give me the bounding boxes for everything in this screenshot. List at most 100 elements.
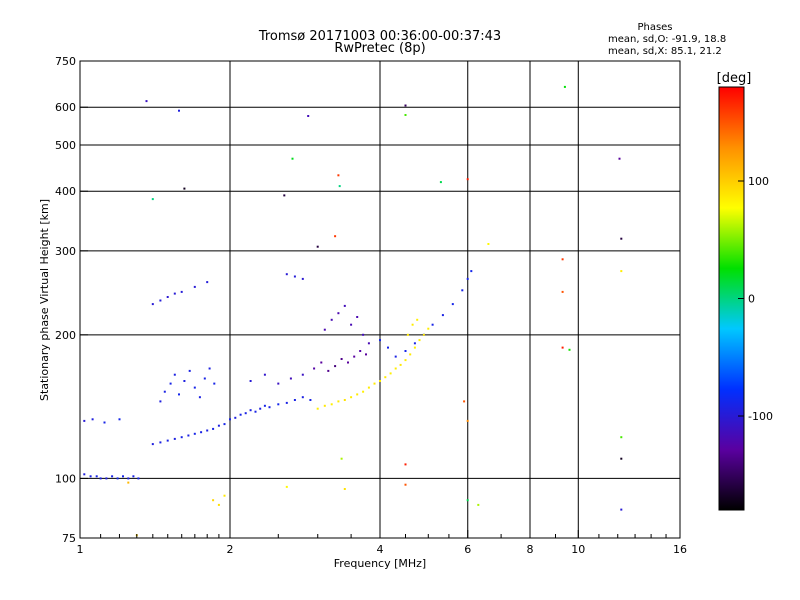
x-tick-label: 8 [527, 543, 534, 556]
data-point [83, 473, 86, 476]
data-point [487, 243, 490, 245]
y-tick-label: 750 [55, 55, 76, 68]
data-point [116, 477, 119, 480]
data-point [127, 477, 130, 480]
data-point [620, 270, 623, 273]
data-point [365, 353, 367, 356]
data-point [561, 290, 564, 293]
data-point [620, 508, 623, 511]
data-point [620, 237, 623, 240]
data-point [413, 346, 416, 349]
data-point [337, 174, 340, 177]
data-point [404, 463, 407, 466]
data-point [137, 477, 140, 480]
data-point [337, 400, 340, 403]
data-point [173, 373, 176, 376]
y-axis-label: Stationary phase Virtual Height [km] [38, 199, 51, 401]
colorbar-ticks: 100 0 -100 [738, 175, 773, 423]
data-point [350, 396, 353, 399]
data-point [367, 386, 370, 389]
y-axis: 75 100 200 300 400 500 600 750 [55, 55, 88, 545]
data-point [373, 382, 376, 385]
data-point [166, 296, 169, 298]
data-point [183, 380, 186, 382]
data-point [301, 373, 304, 376]
data-point [285, 485, 288, 488]
data-point [208, 367, 211, 370]
data-point [404, 104, 407, 107]
data-point [427, 327, 430, 330]
data-point [223, 494, 226, 497]
data-point [254, 410, 257, 413]
data-point [103, 421, 106, 424]
data-points [83, 85, 623, 537]
data-point [394, 367, 397, 370]
data-point [169, 382, 172, 385]
x-tick-label: 16 [673, 543, 687, 556]
x-tick-label: 6 [464, 543, 471, 556]
stats-x-mode: mean, sd,X: 85.1, 21.2 [608, 46, 722, 57]
data-point [301, 396, 304, 399]
data-point [343, 488, 346, 490]
data-point [105, 477, 108, 480]
data-point [183, 187, 186, 190]
data-point [323, 404, 326, 407]
data-point [343, 304, 346, 307]
x-tick-label: 1 [77, 543, 84, 556]
data-point [338, 185, 341, 188]
data-point [620, 457, 623, 460]
data-point [362, 333, 365, 336]
data-point [561, 258, 564, 261]
data-point [327, 369, 330, 372]
data-point [268, 406, 271, 409]
data-point [289, 377, 292, 380]
data-point [620, 436, 623, 439]
data-point [283, 194, 286, 197]
data-point [244, 412, 247, 415]
data-point [431, 323, 434, 326]
x-axis: 1 2 4 6 8 10 16 [77, 530, 687, 556]
data-point [159, 441, 162, 444]
colorbar-tick-label: -100 [748, 410, 773, 423]
data-point [83, 419, 86, 422]
stats-heading: Phases [637, 22, 672, 33]
colorbar-tick-label: 0 [748, 293, 755, 306]
data-point [206, 281, 209, 284]
data-point [223, 423, 226, 426]
data-point [159, 299, 162, 302]
data-point [422, 333, 425, 336]
data-point [404, 483, 407, 486]
data-point [313, 367, 316, 370]
y-tick-label: 200 [55, 329, 76, 342]
data-point [293, 275, 296, 278]
data-point [563, 85, 566, 88]
data-point [173, 437, 176, 440]
data-point [350, 323, 353, 326]
data-point [118, 418, 121, 421]
data-point [212, 499, 215, 502]
data-point [206, 429, 209, 432]
data-point [307, 115, 310, 117]
data-point [470, 270, 473, 273]
data-point [406, 333, 409, 336]
data-point [193, 285, 196, 288]
data-point [285, 273, 288, 276]
stats-o-mode: mean, sd,O: -91.9, 18.8 [608, 34, 726, 45]
data-point [193, 386, 196, 389]
data-point [277, 382, 280, 385]
data-point [379, 339, 381, 342]
data-point [316, 407, 319, 410]
chart-subtitle: RwPretec (8p) [334, 41, 425, 56]
data-point [263, 373, 266, 376]
data-point [151, 303, 154, 306]
data-point [334, 365, 337, 368]
data-point [173, 292, 176, 295]
data-point [330, 403, 333, 406]
data-point [384, 376, 387, 379]
data-point [362, 390, 365, 393]
data-point [463, 400, 466, 403]
data-point [394, 355, 397, 358]
data-point [320, 361, 323, 364]
data-point [404, 350, 407, 352]
